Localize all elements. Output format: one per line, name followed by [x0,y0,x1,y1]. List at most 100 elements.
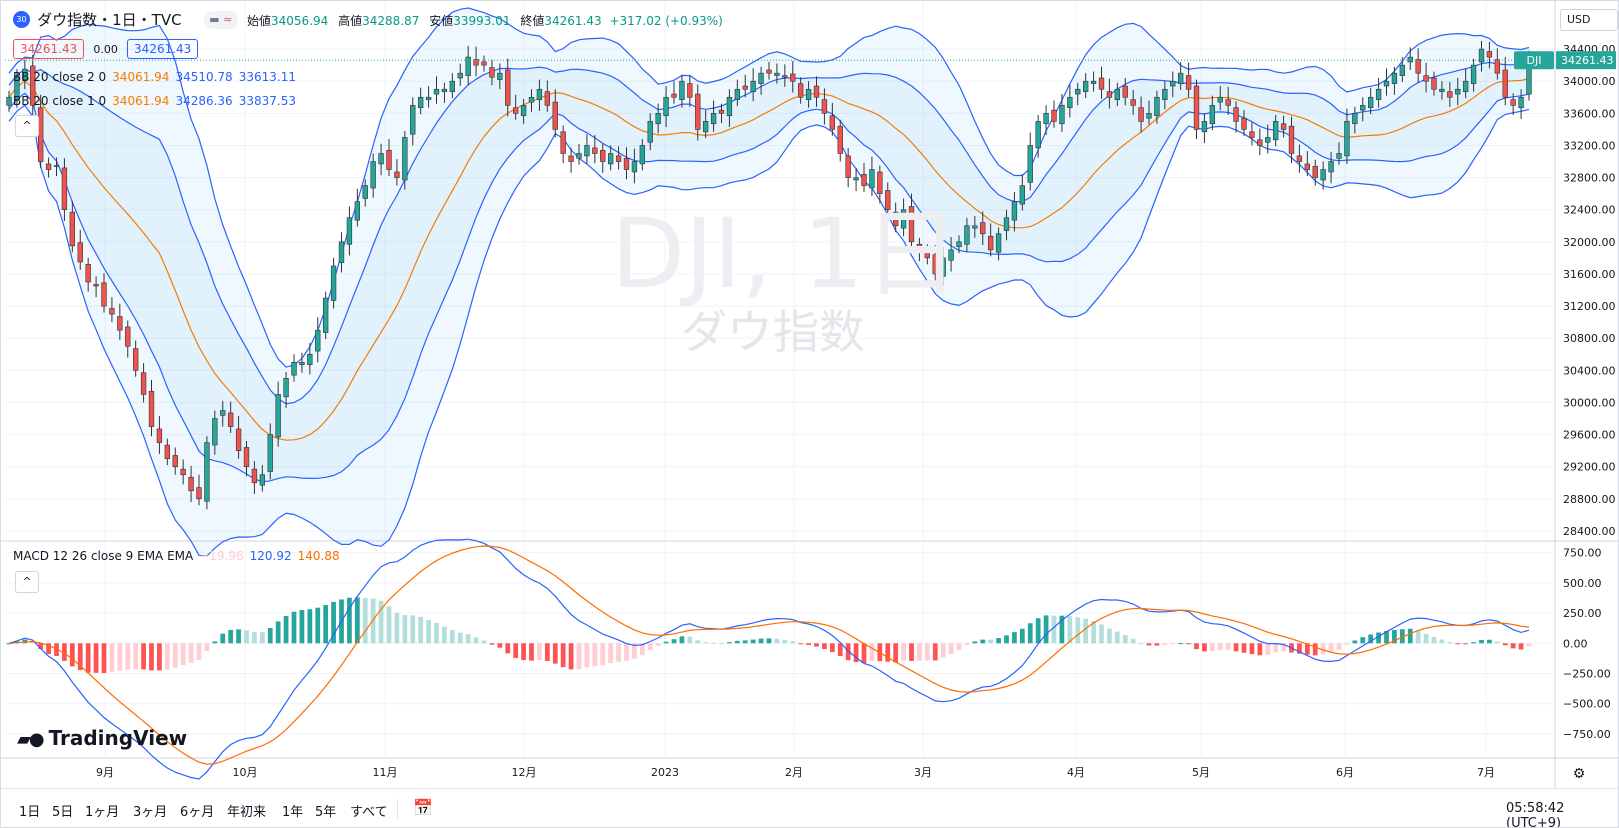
bb1-upper: 34286.36 [175,94,233,108]
candle-body [1518,96,1524,109]
close-label: 終値 [520,14,545,28]
macd-line [8,538,1530,780]
candle-body [433,88,440,95]
macd-histogram-bar [1194,643,1199,650]
candle-body [307,353,313,366]
timeframe-1y[interactable]: 1年 [282,805,304,820]
timeframe-5d[interactable]: 5日 [52,805,74,820]
macd-histogram-bar [1091,620,1096,644]
bb1-legend[interactable]: BB 20 close 1 0 34061.94 34286.36 33837.53 [13,94,302,108]
candle-body [995,233,1002,253]
macd-histogram-bar [6,643,12,645]
candle-body [877,171,883,194]
tradingview-logo[interactable]: ▰● TradingView [17,726,187,750]
settings-gear-icon[interactable]: ⚙ [1573,766,1586,782]
bb1-upper-line [8,61,1530,405]
macd-histogram-bar [1265,643,1271,655]
macd-histogram-bar [244,630,249,644]
watermark-symbol: DJI, 1日 [611,198,960,310]
macd-histogram-bar [521,643,526,661]
macd-histogram-bar [616,643,621,662]
timeframe-5y[interactable]: 5年 [315,805,337,820]
macd-histogram-bar [1107,628,1112,644]
macd-histogram-bar [54,643,59,657]
collapse-macd-button[interactable]: ^ [15,571,39,593]
macd-histogram-bar [1075,617,1081,644]
macd-histogram-bar [252,632,257,644]
timeframe-ytd[interactable]: 年初来 [227,805,267,820]
macd-histogram-bar [1146,643,1152,646]
candle-body [821,99,828,114]
candle-body [425,96,432,100]
macd-histogram-bar [671,639,677,644]
candle-body [742,85,748,90]
candle-body [69,211,76,247]
candle-body [1399,64,1406,76]
candle-body [1265,137,1271,143]
candle-body [520,104,527,117]
candle-body [267,434,273,472]
bb2-legend[interactable]: BB 20 close 2 0 34061.94 34510.78 33613.11 [13,70,302,84]
candle-body [528,96,535,103]
candle-body [710,113,717,125]
macd-histogram-bar [212,641,218,644]
macd-histogram-bar [790,641,796,644]
candle-body [1170,80,1176,87]
candle-body [489,67,495,78]
candle-body [1360,104,1366,111]
timeframe-1m[interactable]: 1ヶ月 [85,805,120,820]
candle-body [758,72,764,84]
macd-histogram-bar [426,619,431,644]
candle-body [1114,88,1121,100]
macd-histogram-bar [513,643,519,658]
candle-body [101,282,107,307]
candle-body [615,155,622,162]
symbol-title[interactable]: ダウ指数・1日・TVC [37,11,182,29]
date-range-icon[interactable]: 📅 [413,798,433,817]
candle-body [1043,113,1049,125]
macd-histogram-bar [378,600,384,644]
bb2-label: BB 20 close 2 0 [13,70,107,84]
timeframe-1d[interactable]: 1日 [19,805,41,820]
candle-body [1051,109,1057,122]
buy-price-pill[interactable]: 34261.43 [127,39,199,59]
macd-histogram-bar [1178,643,1184,645]
macd-tick-label: −250.00 [1563,668,1611,681]
candle-body [805,88,812,100]
compare-toggle[interactable]: ▬ ≈ [203,10,238,29]
macd-histogram-bar [46,643,51,654]
currency-select[interactable]: USD [1560,9,1618,31]
timeframe-6m[interactable]: 6ヶ月 [180,805,215,820]
macd-histogram-bar [727,642,732,644]
candle-body [1494,59,1501,74]
macd-legend[interactable]: MACD 12 26 close 9 EMA EMA −19.96 120.92 14… [13,549,346,563]
macd-histogram-bar [481,640,487,644]
macd-histogram-bar [331,601,336,644]
candle-body [1019,185,1026,205]
timeframe-all[interactable]: すべて [350,805,388,820]
time-tick-label: 9月 [96,766,114,779]
collapse-legend-button[interactable]: ^ [15,115,39,137]
macd-histogram-bar [782,639,788,644]
candle-body [1288,125,1295,154]
macd-histogram-bar [988,639,994,644]
macd-histogram-bar [1455,643,1461,645]
macd-histogram-bar [228,629,234,644]
timeframe-3m[interactable]: 3ヶ月 [133,805,168,820]
candle-body [1439,88,1445,92]
macd-label: MACD 12 26 close 9 EMA EMA [13,549,194,563]
candle-body [1367,96,1374,109]
sell-price-pill[interactable]: 34261.43 [13,39,85,59]
candle-body [1209,104,1216,125]
macd-hist-value: −19.96 [199,549,244,563]
macd-histogram-bar [1344,643,1350,645]
bb2-lower-line [8,104,1530,557]
symbol-badge[interactable]: 30 [13,11,30,28]
clock-readout[interactable]: 05:58:42 (UTC+9) [1506,801,1565,828]
macd-histogram-bar [544,643,550,661]
macd-histogram-bar [141,643,146,670]
price-tick-label: 31600.00 [1563,268,1616,281]
macd-histogram-bar [38,643,44,650]
chart-canvas[interactable]: 34400.0034000.0033600.0033200.0032800.00… [1,1,1618,789]
macd-tick-label: 750.00 [1563,547,1602,560]
